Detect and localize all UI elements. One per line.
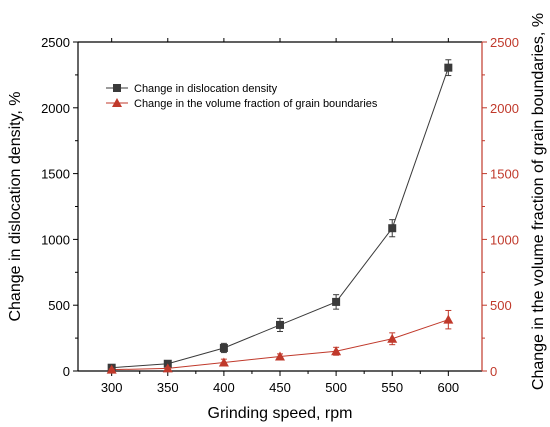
y-tick-label: 500 xyxy=(48,298,70,313)
legend-label: Change in dislocation density xyxy=(134,83,278,95)
x-tick-label: 350 xyxy=(157,380,179,395)
y-tick-label: 1500 xyxy=(41,167,70,182)
legend-marker-triangle xyxy=(112,98,122,107)
data-point-dislocation xyxy=(276,320,284,329)
y2-tick-label: 1500 xyxy=(490,167,519,182)
y2-tick-label: 500 xyxy=(490,298,512,313)
legend-marker-square xyxy=(113,84,121,92)
data-point-grain-boundary xyxy=(443,314,454,324)
data-point-grain-boundary xyxy=(275,351,285,361)
x-tick-label: 450 xyxy=(269,380,291,395)
legend-label: Change in the volume fraction of grain b… xyxy=(134,98,378,110)
y2-tick-label: 2000 xyxy=(490,101,519,116)
data-point-grain-boundary xyxy=(218,357,229,367)
y2-tick-label: 0 xyxy=(490,364,497,379)
y2-tick-label: 2500 xyxy=(490,35,519,50)
data-point-grain-boundary xyxy=(162,363,173,373)
x-tick-label: 550 xyxy=(381,380,403,395)
x-tick-label: 500 xyxy=(325,380,347,395)
data-point-dislocation xyxy=(219,343,228,352)
data-point-grain-boundary xyxy=(106,364,117,374)
y-tick-label: 0 xyxy=(63,364,70,379)
x-tick-label: 400 xyxy=(213,380,235,395)
x-tick-label: 600 xyxy=(437,380,459,395)
data-point-dislocation xyxy=(444,63,453,72)
data-point-grain-boundary xyxy=(331,346,342,356)
data-point-grain-boundary xyxy=(387,333,398,343)
y-tick-label: 2500 xyxy=(41,35,70,50)
y-axis-title: Change in dislocation density, % xyxy=(7,91,24,321)
data-point-dislocation xyxy=(332,297,341,306)
y-tick-label: 2000 xyxy=(41,101,70,116)
y2-axis-title: Change in the volume fraction of grain b… xyxy=(530,13,547,390)
y2-tick-label: 1000 xyxy=(490,232,519,247)
y-tick-label: 1000 xyxy=(41,232,70,247)
data-point-dislocation xyxy=(388,224,397,233)
x-tick-label: 300 xyxy=(101,380,123,395)
x-axis-title: Grinding speed, rpm xyxy=(208,405,353,422)
